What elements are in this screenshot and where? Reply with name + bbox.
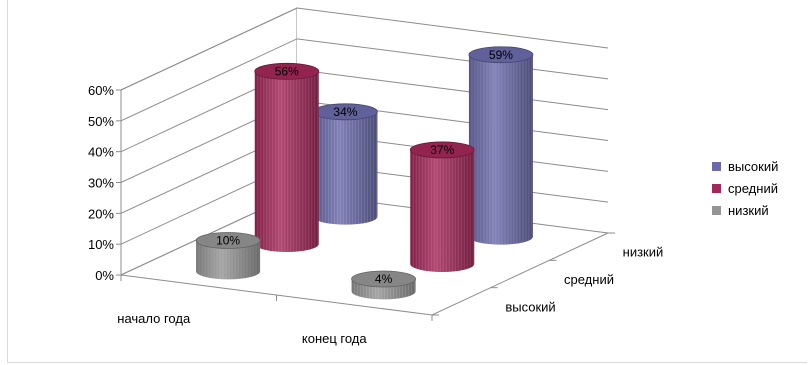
y-tick-label: 60% <box>88 83 114 98</box>
y-tick-label: 30% <box>88 176 114 191</box>
legend: высокий средний низкий <box>712 155 804 221</box>
depth-axis-labels: низкий средний высокий <box>505 245 663 315</box>
cylinder-2-1: 4% <box>351 270 416 300</box>
cylinder-top <box>195 232 261 249</box>
legend-swatch-2 <box>712 205 721 215</box>
cylinder-top <box>254 62 320 80</box>
cylinder-body <box>410 149 475 272</box>
cylinder-body <box>254 71 319 252</box>
depth-label: низкий <box>623 245 664 260</box>
chart-bars: 34% 59% 56% 37% 10% 4% <box>195 46 534 300</box>
y-tick-label: 50% <box>88 114 114 129</box>
legend-item-2: низкий <box>712 199 804 221</box>
cylinder-0-0: 34% <box>313 103 378 225</box>
legend-label-1: средний <box>728 180 778 196</box>
legend-label-0: высокий <box>728 158 779 174</box>
depth-label: высокий <box>505 299 555 314</box>
y-tick-label: 10% <box>88 237 114 252</box>
cylinder-body <box>196 240 261 280</box>
cylinder-2-0: 10% <box>195 232 261 280</box>
cylinder-top <box>409 141 475 159</box>
cylinder-body <box>313 111 378 225</box>
cylinder-top <box>351 270 416 288</box>
cylinder-0-1: 59% <box>468 46 534 245</box>
data-label: 10% <box>216 234 240 248</box>
cylinder-1-1: 37% <box>409 141 475 272</box>
data-label: 59% <box>489 48 513 62</box>
category-label: начало года <box>117 311 191 326</box>
data-label: 4% <box>375 272 393 286</box>
cylinder-top <box>468 46 534 64</box>
data-label: 37% <box>430 143 454 157</box>
y-tick-label: 0% <box>95 268 114 283</box>
cylinder-body <box>468 54 533 245</box>
depth-label: средний <box>564 272 614 287</box>
legend-label-2: низкий <box>728 202 769 218</box>
legend-item-1: средний <box>712 177 804 199</box>
gridline <box>120 7 609 91</box>
data-label: 56% <box>275 64 299 78</box>
y-tick-label: 40% <box>88 145 114 160</box>
legend-item-0: высокий <box>712 155 804 177</box>
category-label: конец года <box>302 331 368 346</box>
legend-swatch-1 <box>712 183 721 193</box>
legend-swatch-0 <box>712 161 721 171</box>
cylinder-1-0: 56% <box>254 62 320 252</box>
chart-frame <box>7 0 807 363</box>
y-tick-label: 20% <box>88 206 114 221</box>
y-axis-ticks: 0% 10% 20% 30% 40% 50% 60% <box>88 83 121 283</box>
category-labels: начало года конец года <box>117 311 367 346</box>
data-label: 34% <box>333 105 357 119</box>
